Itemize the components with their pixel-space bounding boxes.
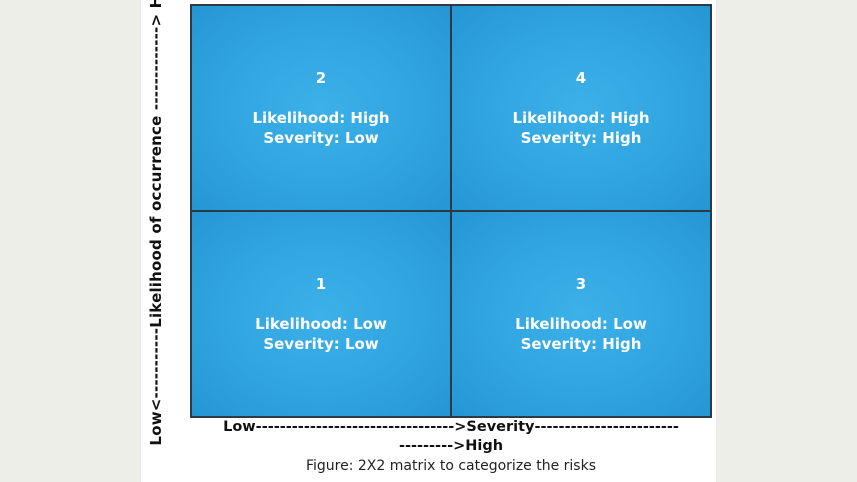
y-axis-label: Low<-----------Likelihood of occurrence …: [147, 0, 165, 446]
risk-matrix: 2 Likelihood: High Severity: Low 4 Likel…: [190, 4, 712, 418]
quadrant-severity: Severity: High: [520, 129, 642, 147]
x-axis-label-continued: --------->High: [398, 438, 504, 454]
quadrant-number: 4: [575, 69, 587, 87]
quadrant-likelihood: Likelihood: High: [252, 109, 390, 127]
quadrant-likelihood: Likelihood: Low: [515, 315, 647, 333]
quadrant-number: 1: [315, 275, 327, 293]
x-axis-label: Low--------------------------------->Sev…: [223, 419, 679, 435]
quadrant-severity: Severity: Low: [263, 335, 379, 353]
quadrant-top-left: 2 Likelihood: High Severity: Low: [191, 5, 451, 211]
quadrant-severity: Severity: Low: [263, 129, 379, 147]
quadrant-number: 3: [575, 275, 587, 293]
figure-caption: Figure: 2X2 matrix to categorize the ris…: [305, 458, 596, 474]
quadrant-severity: Severity: High: [520, 335, 642, 353]
quadrant-bottom-right: 3 Likelihood: Low Severity: High: [451, 211, 711, 417]
quadrant-likelihood: Likelihood: High: [512, 109, 650, 127]
y-axis: Low<-----------Likelihood of occurrence …: [141, 0, 171, 446]
quadrant-number: 2: [315, 69, 327, 87]
quadrant-top-right: 4 Likelihood: High Severity: High: [451, 5, 711, 211]
quadrant-bottom-left: 1 Likelihood: Low Severity: Low: [191, 211, 451, 417]
quadrant-likelihood: Likelihood: Low: [255, 315, 387, 333]
